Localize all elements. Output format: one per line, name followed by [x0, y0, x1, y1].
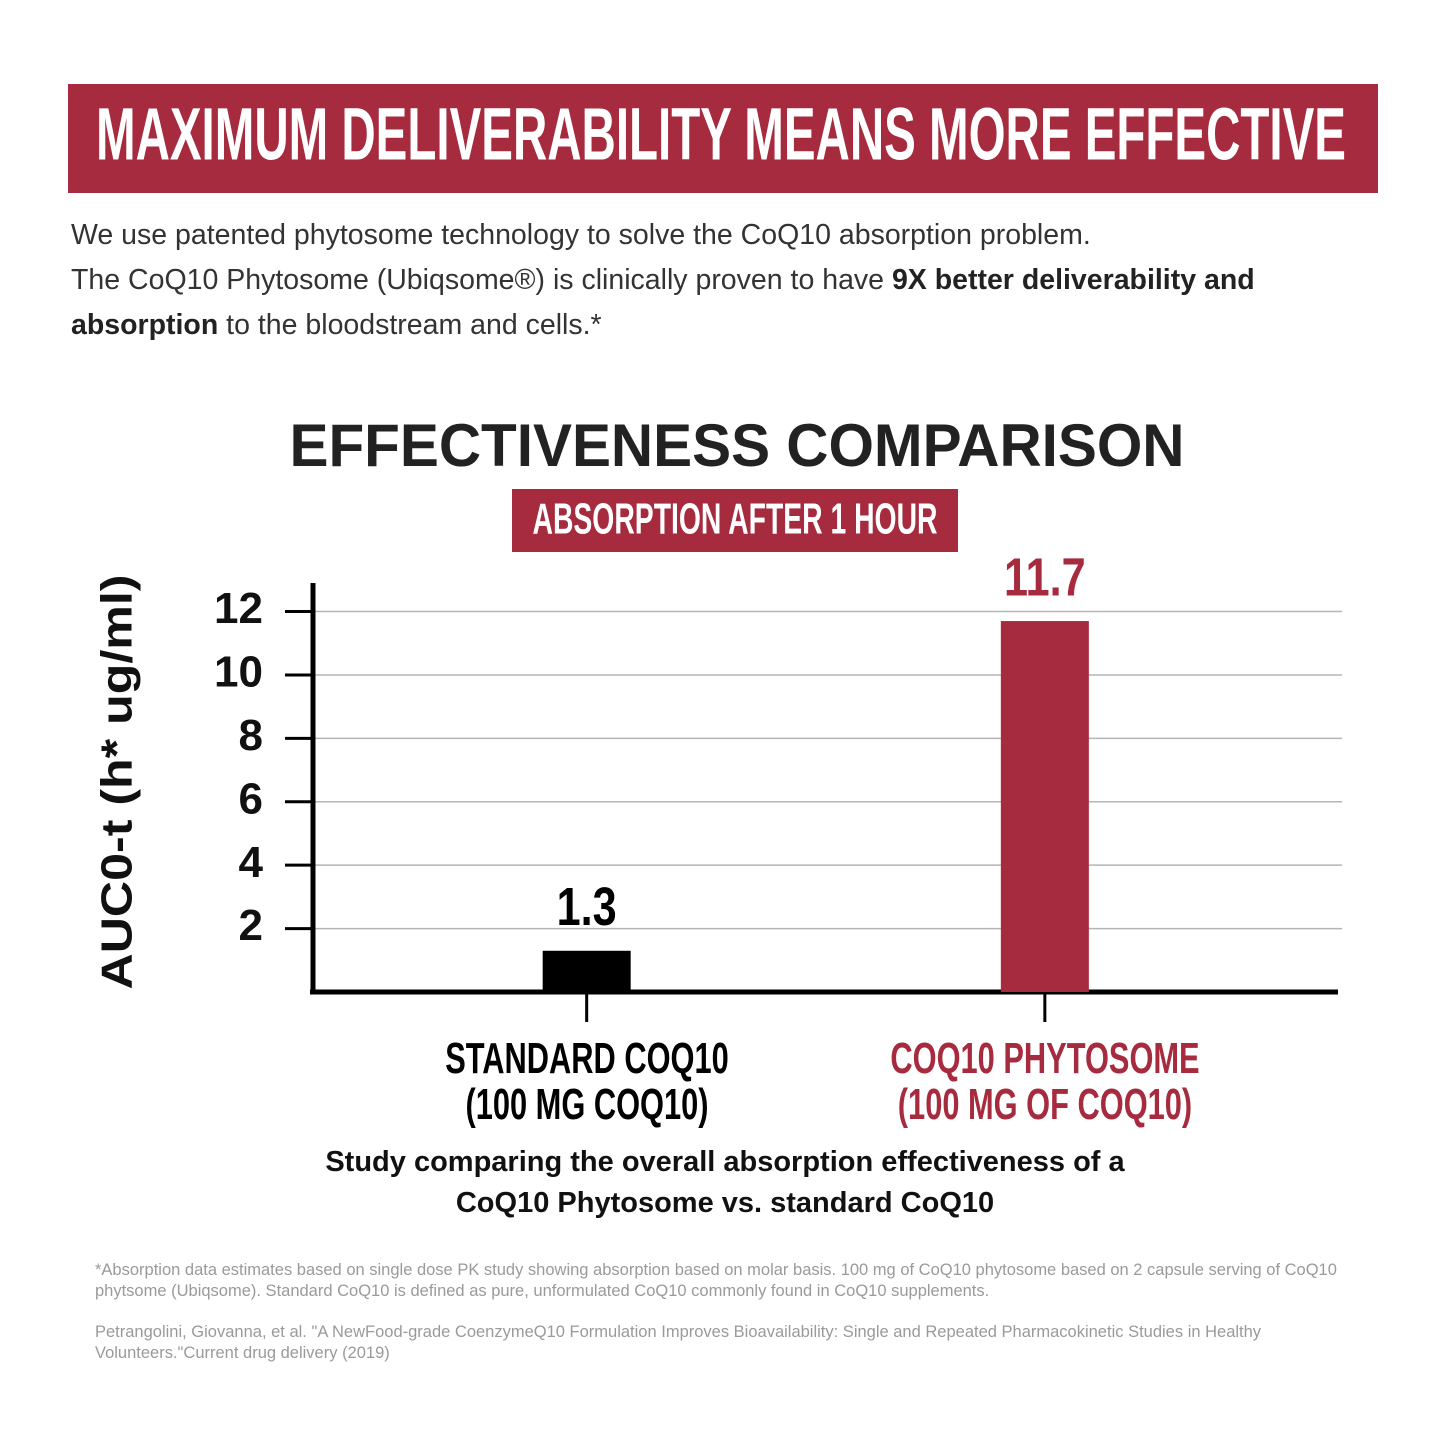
subtitle-banner	[512, 489, 958, 552]
x-tick-label: STANDARD COQ10 (100 MG COQ10)	[444, 1034, 729, 1129]
chart-caption: Study comparing the overall absorption e…	[325, 1146, 1125, 1219]
value-label: 1.3	[557, 878, 617, 938]
y-tick-label: 6	[239, 774, 263, 823]
intro-text: 9X better deliverability and absorption	[71, 264, 1255, 341]
header-title: MAXIMUM DELIVERABILITY MEANS MORE EFFECT…	[96, 93, 1346, 176]
intro-text: We use patented phytosome technology to …	[71, 219, 1091, 251]
y-tick-label: 8	[239, 711, 263, 760]
footnote: *Absorption data estimates based on sing…	[95, 1261, 1337, 1300]
bar	[1000, 621, 1089, 992]
chart-subtitle: ABSORPTION AFTER 1 HOUR	[533, 495, 938, 544]
header-banner	[68, 84, 1378, 193]
y-axis-label: AUC0-t (h* ug/ml)	[93, 575, 142, 990]
y-tick-label: 4	[239, 838, 264, 887]
footnote: Petrangolini, Giovanna, et al. "A NewFoo…	[95, 1323, 1262, 1362]
y-tick-label: 12	[214, 584, 263, 633]
y-tick-label: 2	[239, 901, 263, 950]
value-label: 11.7	[1004, 548, 1086, 608]
intro-text: The CoQ10 Phytosome (Ubiqsome®) is clini…	[71, 264, 892, 296]
intro-paragraph: The CoQ10 Phytosome (Ubiqsome®) is clini…	[71, 258, 1371, 348]
chart-title: EFFECTIVENESS COMPARISON	[290, 412, 1185, 479]
x-tick-label: COQ10 PHYTOSOME (100 MG OF COQ10)	[890, 1034, 1200, 1129]
bar	[542, 950, 631, 992]
intro-paragraph: We use patented phytosome technology to …	[71, 213, 1371, 258]
y-tick-label: 10	[214, 648, 263, 697]
intro-text: to the bloodstream and cells.*	[218, 309, 602, 341]
